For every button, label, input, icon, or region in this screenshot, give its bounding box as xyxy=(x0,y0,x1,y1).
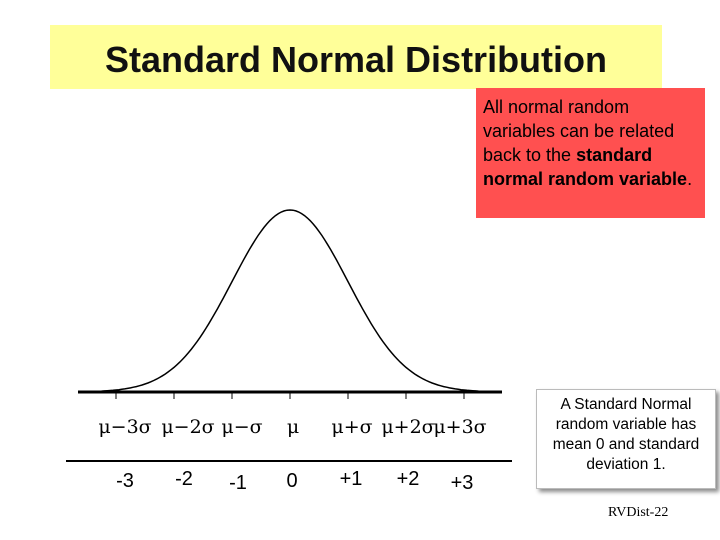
z-value-label: -1 xyxy=(229,472,247,494)
mu-sigma-label: μ−σ xyxy=(221,416,262,438)
z-value-label: -3 xyxy=(116,470,134,492)
z-value-label: +3 xyxy=(451,472,474,494)
title-box: Standard Normal Distribution xyxy=(50,25,662,89)
callout-definition: A Standard Normal random variable has me… xyxy=(536,389,716,489)
callout-red-text: All normal random variables can be relat… xyxy=(483,95,701,191)
callout-red-part2: . xyxy=(687,169,693,189)
mu-sigma-label: μ+σ xyxy=(331,416,372,438)
slide-title: Standard Normal Distribution xyxy=(104,39,608,80)
mu-sigma-label: μ−2σ xyxy=(161,416,214,438)
mu-sigma-label: μ+3σ xyxy=(433,416,486,438)
z-value-label: +1 xyxy=(340,468,363,490)
z-value-label: +2 xyxy=(397,468,420,490)
mu-sigma-label: μ xyxy=(287,416,299,438)
callout-standard-normal-note: All normal random variables can be relat… xyxy=(476,88,705,218)
z-value-labels: -3 -2 -1 0 +1 +2 +3 xyxy=(116,468,473,494)
callout-red-part1: All normal random variables can be relat… xyxy=(483,97,675,165)
callout-grey-text: A Standard Normal random variable has me… xyxy=(552,396,700,473)
mu-sigma-label: μ−3σ xyxy=(98,416,151,438)
z-value-label: -2 xyxy=(175,468,193,490)
slide-footer: RVDist-22 xyxy=(608,505,669,520)
tick-marks xyxy=(115,392,465,399)
z-value-label: 0 xyxy=(286,470,297,492)
mu-sigma-labels: μ−3σ μ−2σ μ−σ μ μ+σ μ+2σμ+3σ xyxy=(98,416,486,438)
normal-curve xyxy=(86,209,494,393)
mu-sigma-label: μ+2σ xyxy=(381,416,434,438)
callout-red-bold: standard normal random variable xyxy=(483,145,688,189)
